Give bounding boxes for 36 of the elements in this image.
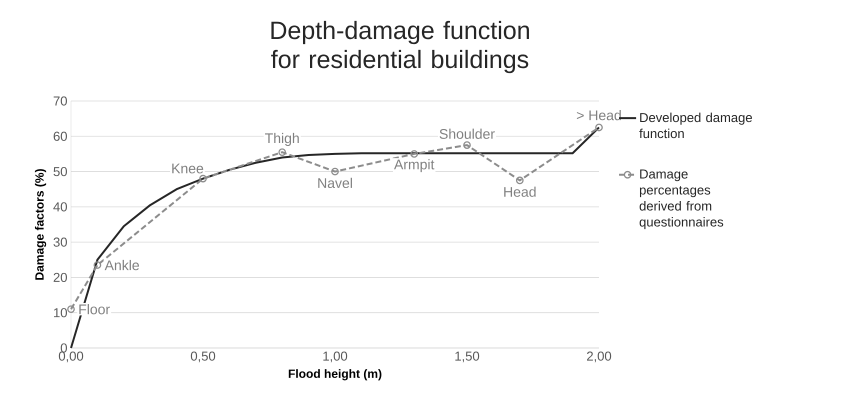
point (331, 168, 339, 176)
y-tick-label: 10 (54, 308, 67, 318)
annotation: Thigh (265, 132, 299, 146)
point (595, 124, 603, 132)
y-axis-title: Damage factors (%) (34, 169, 46, 280)
x-tick-label: 2,00 (587, 352, 612, 362)
chart-title: Depth-damage function for residential buildings (271, 20, 529, 74)
annotation: Floor (79, 304, 110, 314)
legend-label: Developed damage function (639, 112, 752, 138)
y-tick-label: 50 (54, 166, 67, 176)
annotation: Knee (172, 164, 204, 174)
x-tick-label: 1,50 (455, 352, 480, 362)
x-axis-title: Flood height (m) (288, 369, 382, 380)
y-tick-label: 60 (54, 132, 67, 141)
legend-label: Damage percentages derived from questionnaires (640, 170, 724, 230)
y-tick-label: 40 (53, 202, 67, 212)
x-tick-label: 0,00 (58, 352, 84, 362)
point (410, 150, 418, 158)
point (67, 305, 75, 314)
point (463, 141, 471, 149)
x-tick-label: 1,00 (323, 352, 348, 362)
annotation: Armpit (394, 159, 434, 172)
point (278, 148, 286, 156)
point (94, 261, 102, 269)
point (199, 174, 207, 182)
annotation: Ankle (104, 260, 140, 270)
annotation: > Head (576, 110, 621, 120)
y-tick-label: 70 (54, 96, 67, 106)
annotation: Shoulder (440, 128, 495, 139)
y-tick-label: 0 (60, 343, 67, 353)
y-tick-label: 30 (54, 238, 67, 247)
point (516, 176, 524, 184)
x-tick-label: 0,50 (190, 352, 216, 362)
y-tick-label: 20 (54, 272, 67, 282)
annotation: Navel (318, 178, 352, 188)
annotation: Head (504, 186, 536, 197)
